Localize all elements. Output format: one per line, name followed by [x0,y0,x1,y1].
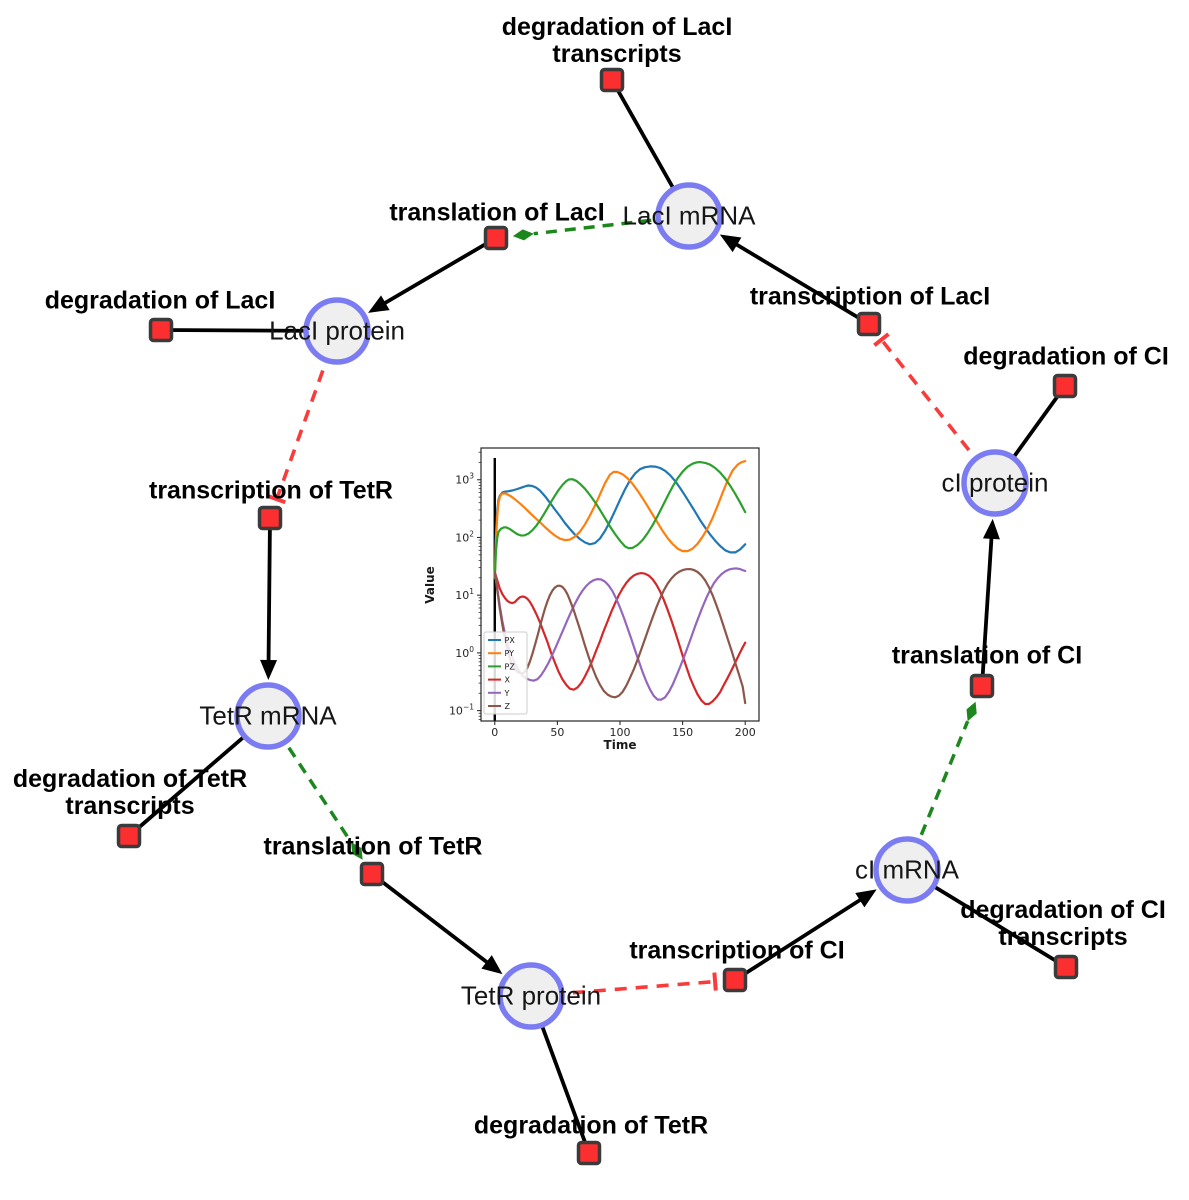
species-label-ci-mrna: cI mRNA [855,854,959,885]
edge-modifier-ci-mrna-to-translation-of-ci-arrowhead [966,701,977,722]
reaction-label-translation-of-laci: translation of LacI [389,198,605,227]
reaction-label-translation-of-tetr: translation of TetR [263,832,483,861]
reaction-label-degradation-of-tetr-transcripts: degradation of TetR transcripts [13,766,247,820]
species-label-laci-protein: LacI protein [269,315,405,346]
series-Z [493,568,747,705]
reaction-label-transcription-of-laci: transcription of LacI [749,282,991,311]
reaction-node-degradation-of-laci-transcripts[interactable] [599,67,625,93]
reaction-label-line: degradation of TetR [473,1111,709,1140]
reaction-label-line: degradation of LacI [44,286,276,315]
reaction-label-degradation-of-ci: degradation of CI [963,342,1169,371]
edge-inhibition-tetr-protein-to-transcription-of-ci-tbar [712,972,718,991]
series-X [493,571,747,706]
reaction-label-degradation-of-laci-transcripts: degradation of LacI transcripts [502,14,733,68]
reaction-label-line: transcription of CI [629,936,845,965]
species-label-ci-protein: cI protein [941,467,1049,498]
reaction-node-transcription-of-laci[interactable] [856,311,882,337]
y-tick-label: 101 [455,587,474,602]
reaction-label-line: translation of CI [891,641,1083,670]
reaction-node-translation-of-laci[interactable] [483,225,509,251]
reaction-label-line: translation of TetR [263,832,483,861]
edge-production-transcription-of-ci-to-ci-mrna-arrowhead [855,889,877,908]
reaction-label-degradation-of-ci-transcripts: degradation of CI transcripts [960,897,1166,951]
edge-modifier-tetr-mrna-to-translation-of-tetr-arrowhead [351,842,363,860]
x-tick-label: 200 [735,726,756,739]
species-node-ci-protein[interactable] [961,449,1029,517]
y-tick-label: 103 [455,472,474,487]
species-node-ci-mrna[interactable] [873,836,941,904]
x-tick-label: 150 [672,726,693,739]
series-PZ [493,461,747,579]
x-tick-label: 0 [491,726,498,739]
reaction-label-line: transcripts [998,923,1128,951]
species-label-tetr-protein: TetR protein [460,980,602,1011]
reaction-node-degradation-of-laci[interactable] [148,317,174,343]
reaction-node-degradation-of-ci-transcripts[interactable] [1053,954,1079,980]
edge-production-transcription-of-tetr-to-tetr-mrna-arrowhead [260,659,278,681]
species-node-laci-protein[interactable] [303,297,371,365]
x-tick-label: 50 [550,726,564,739]
edge-production-translation-of-tetr-to-tetr-protein [370,872,498,971]
series-Y [493,567,747,701]
reaction-label-degradation-of-laci: degradation of LacI [44,286,276,315]
edge-inhibition-ci-protein-to-transcription-of-laci-tbar [873,332,890,347]
series-PX [493,465,747,574]
axes-spines [480,447,760,722]
species-node-laci-mrna[interactable] [655,182,723,250]
reaction-node-transcription-of-tetr[interactable] [257,505,283,531]
edge-production-translation-of-laci-to-laci-protein [374,236,497,311]
edge-production-transcription-of-laci-to-laci-mrna-arrowhead [719,234,742,253]
reaction-label-translation-of-ci: translation of CI [891,641,1083,670]
y-tick-label: 100 [455,645,474,660]
reaction-label-degradation-of-tetr: degradation of TetR [473,1111,709,1140]
species-label-laci-mrna: LacI mRNA [622,200,756,231]
edge-inhibition-laci-protein-to-transcription-of-tetr-tbar [267,494,286,505]
reaction-label-transcription-of-ci: transcription of CI [629,936,845,965]
edge-modifier-laci-mrna-to-translation-of-laci-arrowhead [512,229,534,241]
legend-label-PX: PX [505,636,516,645]
legend-label-PY: PY [505,649,515,658]
edge-production-translation-of-ci-to-ci-protein-arrowhead [982,518,1000,540]
edge-production-translation-of-ci-to-ci-protein [980,526,995,687]
x-tick-label: 100 [610,726,631,739]
reaction-node-degradation-of-tetr-transcripts[interactable] [116,823,142,849]
series-PY [493,460,747,579]
legend-label-PZ: PZ [505,662,516,671]
y-axis-label: Value [425,566,437,604]
reaction-label-line: degradation of LacI [501,13,733,41]
species-label-tetr-mrna: TetR mRNA [199,700,337,731]
legend-label-Y: Y [504,689,510,698]
y-tick-label: 10−1 [449,703,474,718]
legend-label-Z: Z [505,702,511,711]
reaction-label-line: degradation of CI [960,896,1166,924]
edge-production-translation-of-laci-to-laci-protein-arrowhead [368,295,390,313]
reaction-label-line: transcripts [552,40,682,68]
reaction-label-line: transcription of TetR [149,476,393,505]
species-node-tetr-protein[interactable] [497,962,565,1030]
reaction-label-transcription-of-tetr: transcription of TetR [149,476,393,505]
reaction-label-line: transcripts [65,792,195,820]
edge-production-translation-of-tetr-to-tetr-protein-arrowhead [481,955,503,975]
inset-chart: 10−1 100 101 102 103 0 50 100 150 200 PX PY PZ XYZ Ti… [423,447,760,752]
reaction-node-degradation-of-ci[interactable] [1052,373,1078,399]
reaction-label-line: degradation of TetR [12,765,248,793]
reaction-node-degradation-of-tetr[interactable] [576,1140,602,1166]
edge-production-transcription-of-tetr-to-tetr-mrna [266,517,272,673]
y-tick-label: 102 [455,529,474,544]
inset-chart-panel: 10−1 100 101 102 103 0 50 100 150 200 PX PY PZ X Y Z Ti… [423,430,770,765]
x-axis-label: Time [604,738,637,752]
reaction-label-line: translation of LacI [389,198,605,227]
edge-production-transcription-of-ci-to-ci-mrna [733,892,871,982]
legend-label-X: X [505,676,511,685]
species-node-tetr-mrna[interactable] [234,682,302,750]
reaction-node-translation-of-ci[interactable] [969,673,995,699]
reaction-label-line: transcription of LacI [749,282,991,311]
reaction-node-transcription-of-ci[interactable] [722,967,748,993]
reaction-label-line: degradation of CI [963,342,1169,371]
edge-production-transcription-of-laci-to-laci-mrna [725,237,870,326]
reaction-node-translation-of-tetr[interactable] [359,861,385,887]
